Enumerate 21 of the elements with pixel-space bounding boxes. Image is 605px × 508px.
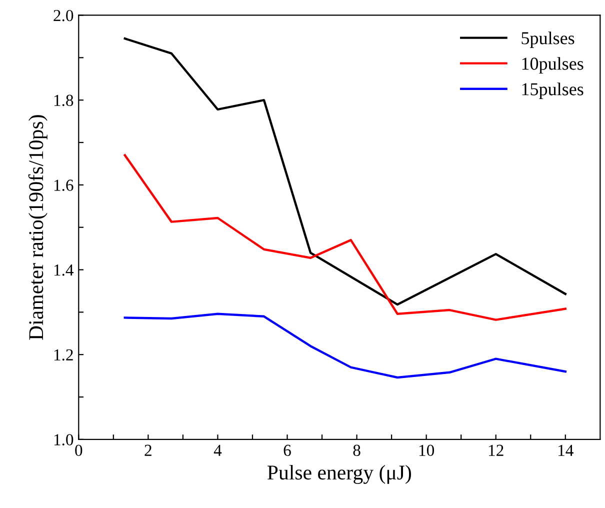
y-tick-label: 2.0: [54, 10, 74, 22]
legend-label: 5pulses: [522, 32, 574, 48]
x-tick-label: 2: [144, 444, 152, 456]
line-series: [124, 312, 567, 379]
x-tick-label: 4: [214, 444, 222, 456]
legend-label: 10pulses: [522, 57, 584, 74]
x-tick-label: 12: [488, 444, 504, 456]
x-tick-label: 8: [353, 444, 360, 456]
y-tick-label: 1.0: [54, 434, 74, 446]
legend-label: 15pulses: [522, 82, 584, 99]
y-tick-label: 1.2: [54, 349, 73, 361]
y-tick-label: 1.8: [54, 94, 74, 106]
x-tick-label: 14: [558, 444, 574, 456]
y-axis-title: Diameter ratio(190fs/10ps): [28, 115, 48, 340]
x-tick-label: 6: [284, 444, 291, 456]
line-series: [124, 154, 567, 321]
y-tick-label: 1.4: [54, 264, 74, 276]
x-tick-label: 0: [75, 444, 82, 456]
x-axis-title: Pulse energy (μJ): [267, 464, 412, 484]
x-tick-label: 10: [419, 444, 434, 456]
y-tick-label: 1.6: [54, 180, 74, 191]
